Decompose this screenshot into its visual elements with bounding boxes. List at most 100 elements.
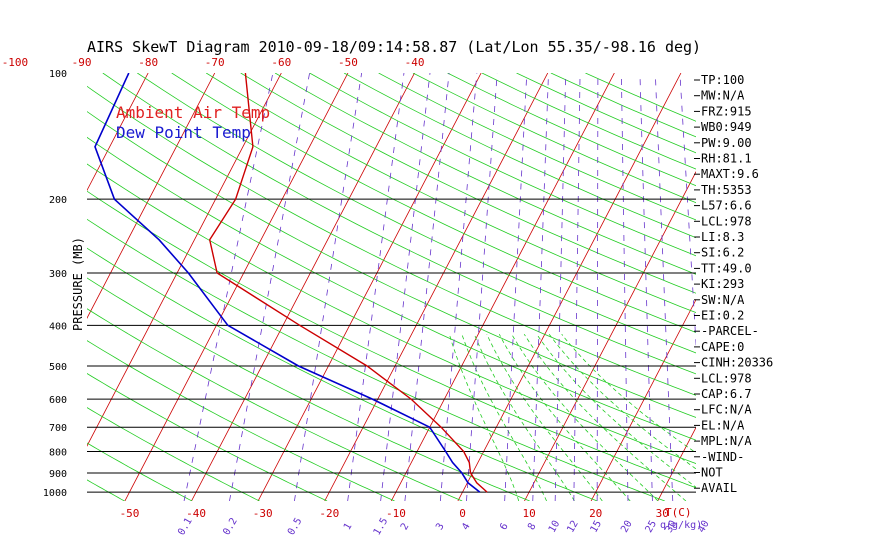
isotherm-line — [124, 73, 349, 501]
index-entry: LI:8.3 — [701, 230, 744, 244]
pressure-tick-label: 100 — [49, 69, 67, 80]
bottom-temp-tick-label: 0 — [459, 507, 466, 520]
mixing-ratio-tick-label: 4 — [460, 521, 473, 532]
moist-adiabat-line — [523, 333, 687, 501]
moist-adiabat-line — [461, 334, 547, 501]
pressure-tick-label: 300 — [49, 269, 67, 280]
dry-adiabat-line — [87, 136, 696, 441]
mixing-ratio-line — [347, 73, 405, 501]
top-temp-tick-label: -90 — [72, 56, 92, 69]
bottom-temp-tick-label: -20 — [319, 507, 339, 520]
pressure-tick-label: 200 — [49, 195, 67, 206]
isotherm-line — [524, 171, 696, 501]
bottom-temp-tick-label: -10 — [386, 507, 406, 520]
pressure-tick-label: 800 — [49, 448, 67, 459]
mixing-ratio-line — [504, 73, 528, 501]
isotherm-line — [390, 73, 615, 501]
temp-unit-label: T(C) — [665, 506, 692, 519]
mixing-ratio-line — [439, 73, 478, 501]
mixing-ratio-line — [620, 73, 629, 501]
dry-adiabat-line — [137, 73, 696, 354]
top-temp-tick-label: -70 — [205, 56, 225, 69]
mixing-unit-label: q(g/kg) — [660, 520, 702, 531]
ambient-air-temp-line — [208, 73, 488, 493]
mixing-ratio-tick-label: 10 — [547, 519, 563, 535]
dry-adiabat-line — [87, 85, 696, 396]
y-axis-label: PRESSURE (MB) — [71, 237, 85, 331]
dry-adiabat-line — [87, 372, 328, 501]
mixing-ratio-line — [554, 73, 567, 501]
pressure-tick-label: 700 — [49, 423, 67, 434]
top-temp-tick-label: -50 — [338, 56, 358, 69]
mixing-ratio-line — [380, 73, 431, 501]
dry-adiabat-line — [87, 277, 530, 501]
bottom-temp-tick-label: -40 — [186, 507, 206, 520]
dry-adiabat-line — [87, 479, 125, 501]
mixing-ratio-line — [596, 73, 599, 501]
mixing-ratio-tick-label: 15 — [589, 519, 605, 535]
mixing-ratio-line — [654, 73, 674, 501]
index-entry: SI:6.2 — [701, 246, 744, 260]
dry-adiabat-line — [87, 111, 696, 418]
isotherm-line — [457, 73, 682, 501]
dry-adiabat-line — [87, 247, 598, 501]
pressure-tick-label: 500 — [49, 362, 67, 373]
isotherm-line — [0, 73, 82, 501]
chart-title: AIRS SkewT Diagram 2010-09-18/09:14:58.8… — [87, 38, 701, 56]
moist-adiabat-line — [486, 334, 603, 501]
index-entry: MAXT:9.6 — [701, 167, 759, 181]
dry-adiabat-line — [87, 190, 696, 489]
index-entry: L57:6.6 — [701, 199, 752, 213]
index-entry: TH:5353 — [701, 183, 752, 197]
moist-adiabat-line — [473, 334, 575, 501]
dry-adiabat-line — [0, 73, 57, 501]
index-entry: FRZ:915 — [701, 104, 752, 118]
dry-adiabat-line — [240, 73, 696, 294]
index-entry: LFC:N/A — [701, 403, 752, 417]
mixing-ratio-line — [294, 73, 363, 501]
mixing-ratio-tick-label: 30 — [664, 519, 680, 535]
moist-adiabat-line — [449, 334, 520, 501]
index-entry: WB0:949 — [701, 120, 752, 134]
bottom-temp-tick-label: -30 — [253, 507, 273, 520]
legend-dew-point-temp: Dew Point Temp — [116, 123, 251, 142]
index-entry: TP:100 — [701, 73, 744, 87]
mixing-ratio-tick-label: 12 — [565, 519, 581, 535]
index-entry: EL:N/A — [701, 418, 745, 432]
index-entry: LCL:978 — [701, 371, 752, 385]
isotherm-line — [324, 73, 549, 501]
moist-adiabat-line — [536, 333, 696, 488]
dry-adiabat-line — [274, 73, 696, 275]
mixing-ratio-tick-label: 6 — [498, 521, 511, 532]
top-temp-tick-label: -100 — [2, 56, 29, 69]
dry-adiabat-line — [87, 407, 260, 501]
moist-adiabat-line — [511, 333, 659, 501]
mixing-ratio-tick-label: 40 — [696, 519, 712, 535]
top-temp-tick-label: -40 — [405, 56, 425, 69]
bottom-temp-tick-label: 10 — [522, 507, 535, 520]
legend-ambient-air-temp: Ambient Air Temp — [116, 103, 270, 122]
axis-labels: 1002003004005006007008009001000-120-110-… — [2, 56, 712, 537]
sounding-profiles — [94, 73, 488, 493]
index-entry: NOT — [701, 466, 723, 480]
index-entry: CAP:6.7 — [701, 387, 752, 401]
isotherm-line — [791, 73, 870, 501]
mixing-ratio-line — [639, 73, 653, 501]
isotherm-line — [0, 73, 15, 501]
index-entry: -WIND- — [701, 450, 744, 464]
isotherm-line — [657, 426, 696, 501]
index-entry: TT:49.0 — [701, 261, 752, 275]
dry-adiabat-line — [87, 340, 395, 501]
index-entry: SW:N/A — [701, 293, 745, 307]
bottom-temp-tick-label: -50 — [120, 507, 140, 520]
mixing-ratio-tick-label: 2 — [399, 521, 412, 532]
pressure-tick-label: 600 — [49, 395, 67, 406]
index-entry: RH:81.1 — [701, 152, 752, 166]
dry-adiabat-line — [87, 442, 193, 501]
index-entry: MPL:N/A — [701, 434, 752, 448]
isotherm-line — [257, 73, 482, 501]
mixing-ratio-tick-label: 1 — [342, 521, 355, 532]
moist-adiabat-line — [498, 334, 631, 501]
dry-adiabat-line — [412, 73, 696, 204]
